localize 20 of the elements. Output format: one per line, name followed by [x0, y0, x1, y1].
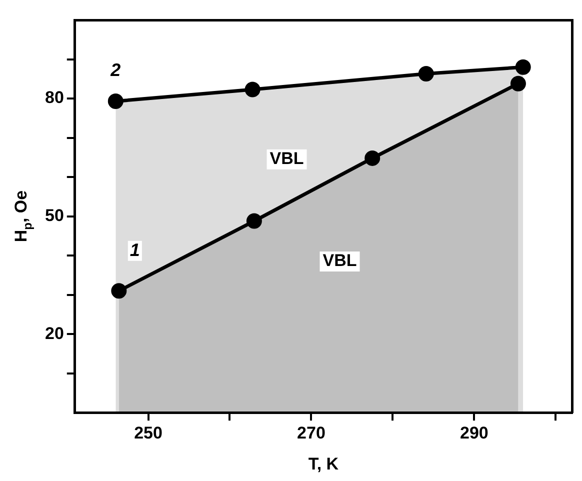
y-tick-label: 50	[44, 206, 64, 225]
y-axis-title: Hp, Oe	[12, 190, 34, 242]
point	[246, 213, 262, 229]
point	[364, 150, 380, 166]
point	[244, 82, 260, 98]
point	[111, 283, 127, 299]
x-tick-label: 290	[460, 423, 488, 442]
point	[418, 66, 434, 82]
y-tick-label: 80	[44, 88, 64, 108]
series-label: 2	[110, 60, 121, 80]
annotation: VBL	[270, 149, 304, 168]
annotation: VBL	[322, 251, 357, 270]
x-axis-title: T, K	[308, 454, 340, 474]
x-tick-label: 250	[134, 423, 162, 442]
y-tick-label: 20	[44, 324, 64, 343]
point	[515, 59, 531, 75]
point	[108, 94, 124, 110]
point	[510, 76, 526, 92]
x-tick-label: 270	[297, 423, 326, 442]
series-label: 1	[130, 240, 140, 260]
